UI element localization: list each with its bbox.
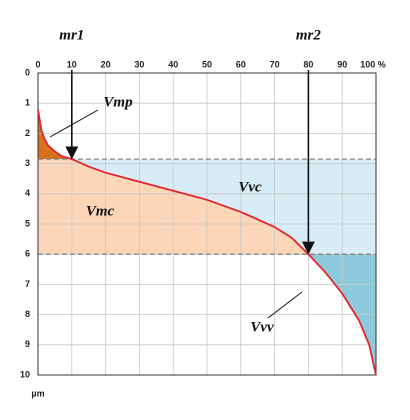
region-vmp: [38, 109, 72, 160]
x-tick-label: 30: [134, 59, 144, 69]
leader-line: [49, 109, 99, 138]
x-tick-label: 80: [303, 59, 313, 69]
y-tick-label: 8: [25, 309, 30, 319]
y-tick-label: 9: [25, 339, 30, 349]
y-tick-label: 0: [25, 67, 30, 77]
y-tick-label: 1: [25, 98, 30, 108]
y-tick-label: 6: [25, 249, 30, 259]
y-tick-label: 10: [20, 369, 30, 379]
region-vvc: [71, 159, 377, 255]
y-tick-label: 3: [25, 158, 30, 168]
leader-line: [267, 291, 303, 319]
marker-label: mr1: [59, 27, 84, 43]
y-tick-label: 7: [25, 279, 30, 289]
region-label: Vmc: [86, 203, 115, 219]
x-tick-label: 60: [236, 59, 246, 69]
x-tick-label: 10: [67, 59, 77, 69]
x-tick-label: 90: [337, 59, 347, 69]
marker-label: mr2: [296, 27, 322, 43]
y-tick-label: 4: [25, 188, 30, 198]
y-axis-label: µm: [31, 388, 44, 398]
curve: [37, 109, 377, 376]
x-tick-label: 50: [202, 59, 212, 69]
plot-frame: [37, 72, 377, 376]
region-label: Vvc: [238, 179, 262, 195]
region-label: Vmp: [103, 94, 133, 110]
x-tick-label: 0: [35, 59, 40, 69]
x-tick-label: 40: [168, 59, 178, 69]
y-tick-label: 5: [25, 218, 30, 228]
x-tick-label: 20: [101, 59, 111, 69]
x-tick-label: 100 %: [360, 59, 386, 69]
y-tick-label: 2: [25, 128, 30, 138]
x-tick-label: 70: [270, 59, 280, 69]
region-label: Vvv: [250, 319, 274, 335]
